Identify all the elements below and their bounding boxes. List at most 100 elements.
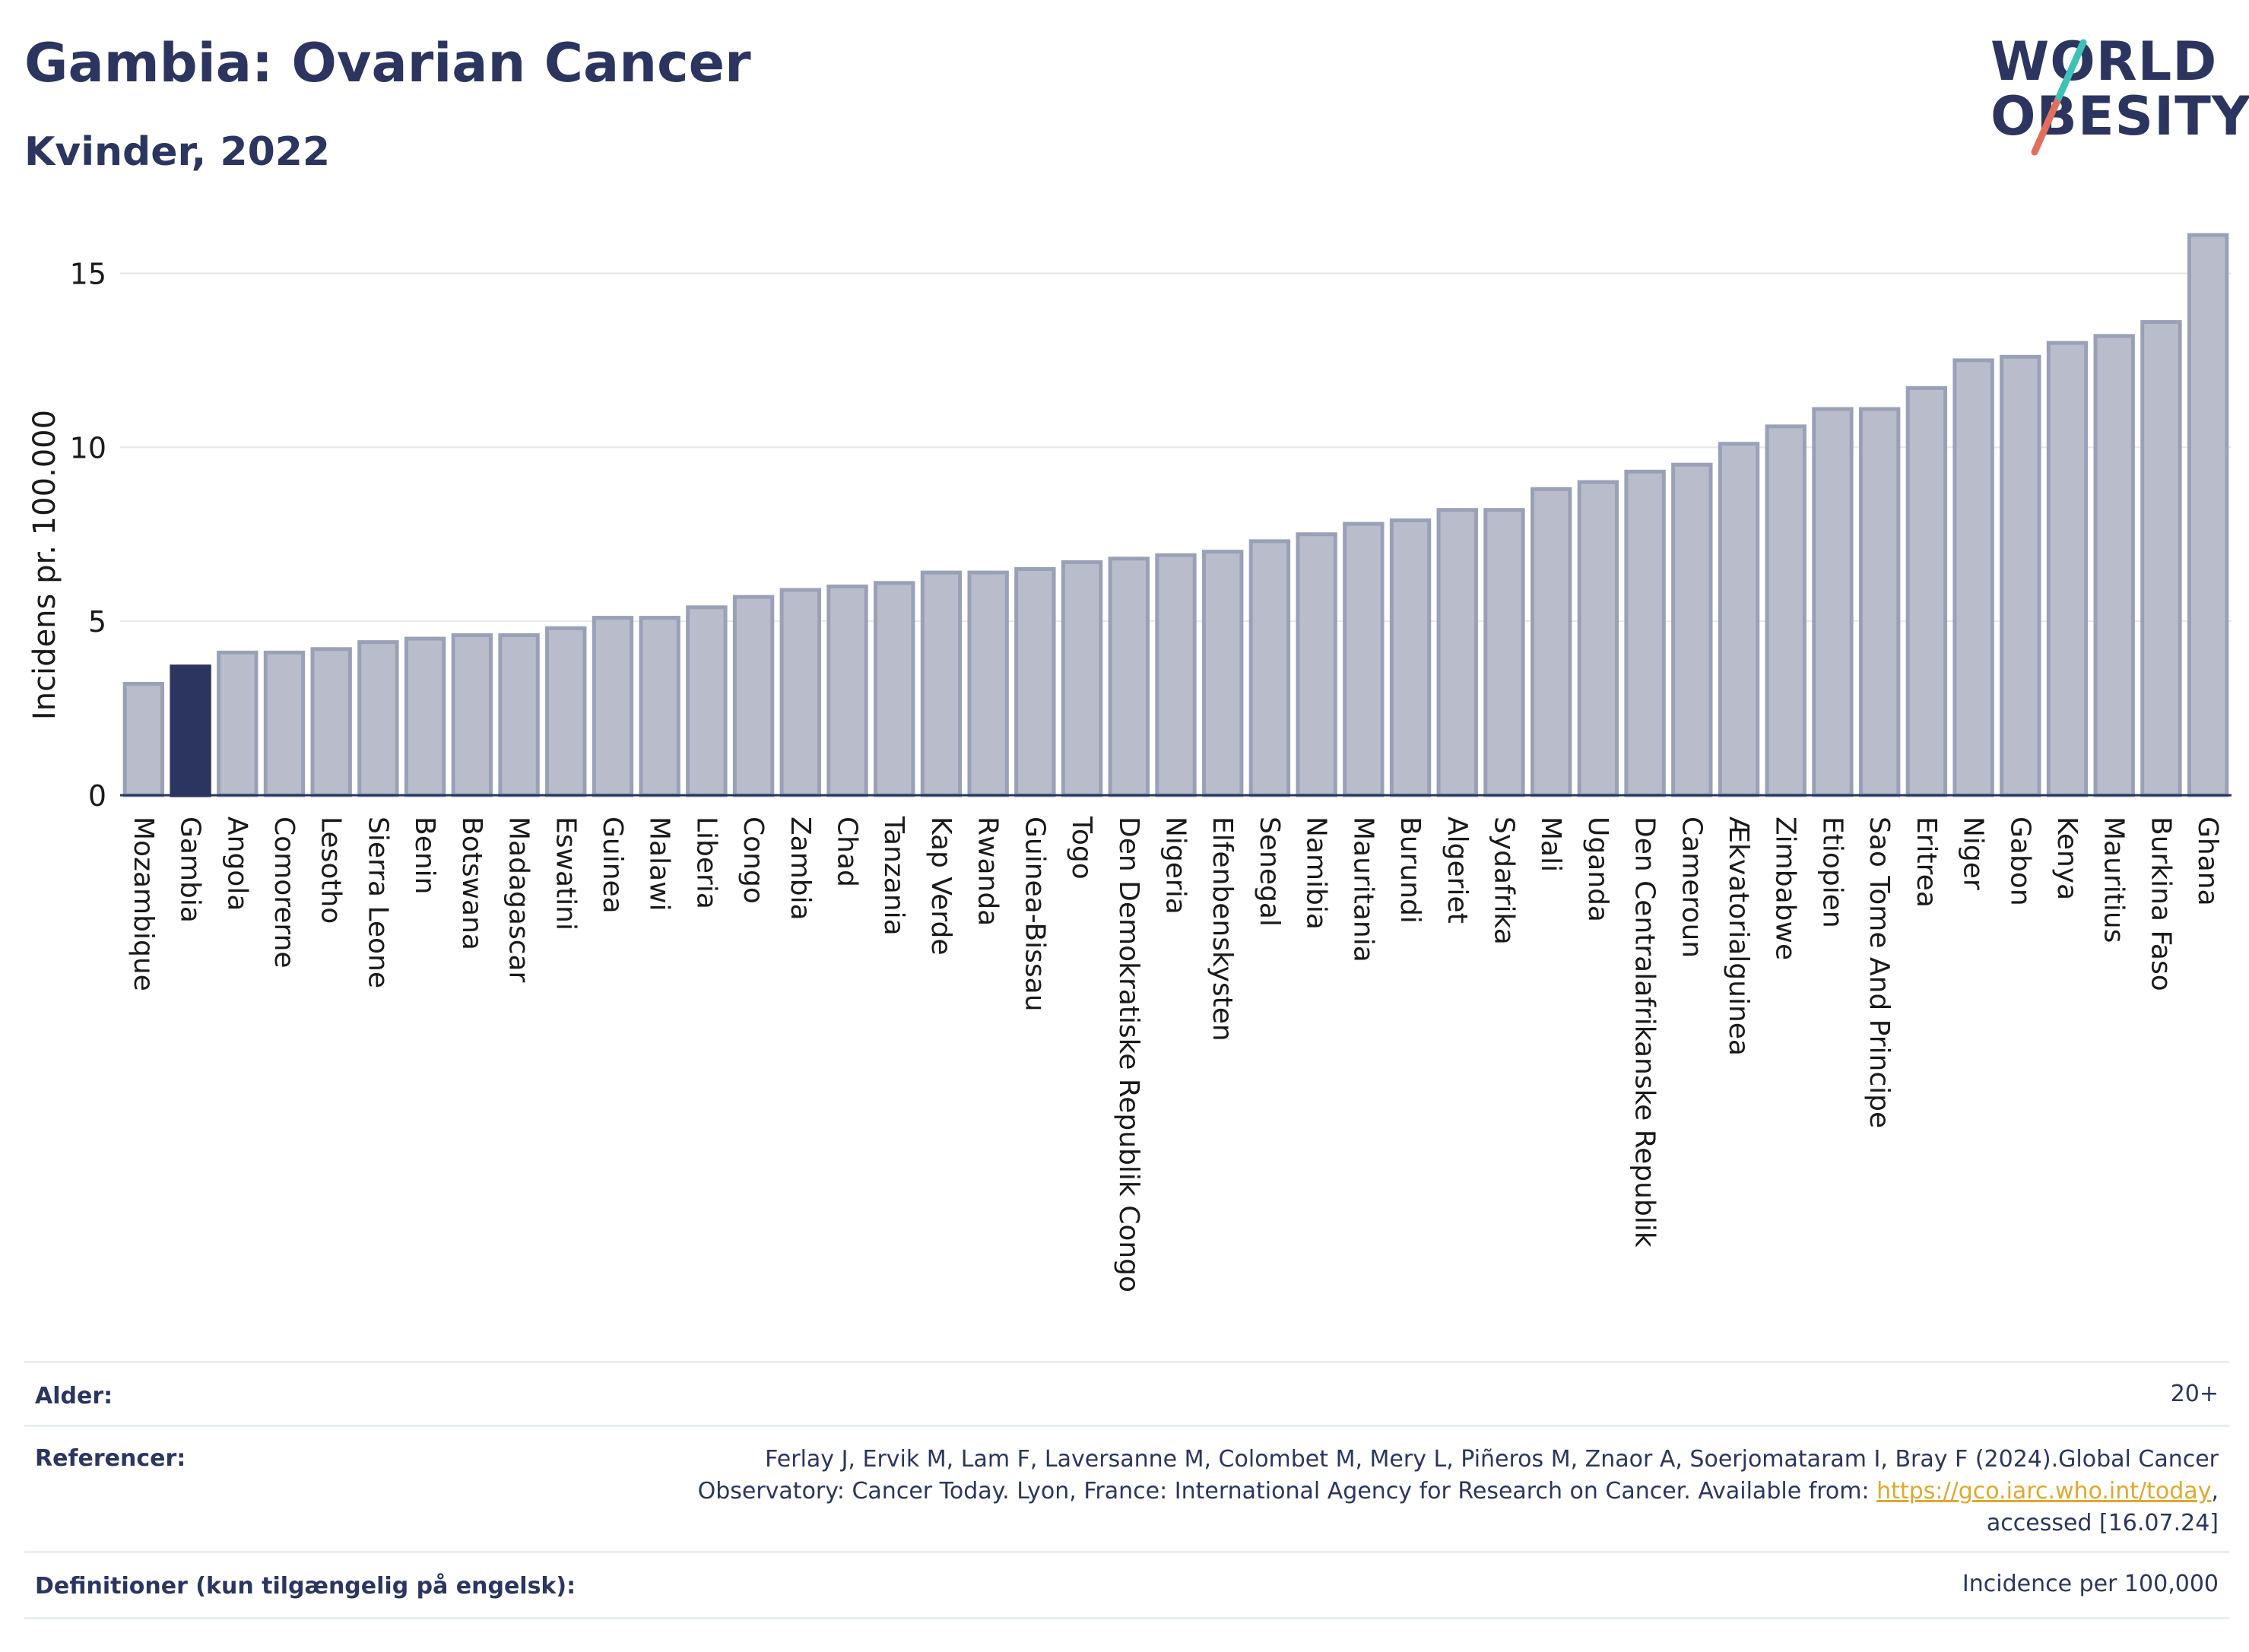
bar-uganda: [1577, 480, 1619, 797]
x-tick-label: Botswana: [456, 816, 487, 950]
bar-algeriet: [1436, 508, 1478, 797]
bar-guinea-bissau: [1014, 567, 1056, 797]
reference-line-2-end: ,: [2211, 1478, 2219, 1505]
x-tick-label: Zambia: [785, 816, 816, 921]
x-tick-label: Etiopien: [1816, 816, 1848, 928]
x-tick-label: Eritrea: [1911, 816, 1942, 908]
x-tick-label: Burundi: [1394, 816, 1426, 924]
bar-sao-tome-and-principe: [1858, 407, 1901, 797]
x-tick-label: Togo: [1066, 816, 1097, 880]
bar-lesotho: [310, 647, 352, 797]
x-tick-label: Sydafrika: [1488, 816, 1519, 945]
bar-niger: [1952, 358, 1994, 797]
bar-sydafrika: [1483, 508, 1525, 797]
reference-line-2: Observatory: Cancer Today. Lyon, France:…: [698, 1476, 2219, 1508]
bar-mauritania: [1343, 522, 1385, 797]
x-tick-label: Elfenbenskysten: [1207, 816, 1238, 1042]
x-tick-label: Ækvatorialguinea: [1723, 816, 1754, 1056]
bar-burundi: [1389, 518, 1432, 797]
references-label: Referencer:: [35, 1445, 186, 1472]
bar-liberia: [686, 605, 728, 797]
x-tick-label: Benin: [409, 816, 440, 894]
bar-zambia: [779, 588, 821, 797]
x-tick-label: Mauritania: [1347, 816, 1378, 962]
bar-botswana: [451, 633, 493, 797]
x-tick-label: Sao Tome And Principe: [1864, 816, 1895, 1128]
bar-sierra-leone: [357, 640, 399, 797]
bar-mauritius: [2093, 334, 2135, 797]
bar-den-centralafrikanske-republik: [1624, 469, 1666, 797]
bar-den-demokratiske-republik-congo: [1108, 556, 1150, 797]
x-tick-label: Comorerne: [268, 816, 300, 969]
x-tick-label: Congo: [738, 816, 769, 904]
x-tick-label: Uganda: [1582, 816, 1613, 922]
x-tick-label: Zimbabwe: [1770, 816, 1801, 960]
x-tick-label: Mozambique: [128, 816, 159, 991]
x-tick-label: Cameroun: [1676, 816, 1707, 958]
y-tick-label: 10: [70, 431, 106, 465]
bar-eswatini: [545, 626, 587, 797]
bar-ækvatorialguinea: [1718, 442, 1760, 797]
bar-ghana: [2187, 233, 2229, 797]
logo-slash-icon: [2031, 39, 2087, 156]
x-tick-label: Rwanda: [972, 816, 1004, 926]
x-tick-label: Madagascar: [503, 816, 534, 983]
age-value: 20+: [2170, 1381, 2219, 1407]
x-tick-label: Algeriet: [1442, 816, 1473, 924]
x-tick-label: Angola: [221, 816, 252, 911]
bar-senegal: [1248, 539, 1291, 797]
bar-mozambique: [122, 682, 165, 797]
x-tick-label: Sierra Leone: [362, 816, 393, 988]
x-tick-label: Ghana: [2192, 816, 2223, 906]
bar-namibia: [1296, 532, 1337, 797]
bar-gabon: [2000, 354, 2041, 797]
bar-congo: [732, 595, 775, 797]
bar-burkina-faso: [2140, 320, 2182, 797]
y-axis-label: Incidens pr. 100.000: [27, 410, 62, 720]
x-tick-label: Nigeria: [1160, 816, 1191, 915]
page-title: Gambia: Ovarian Cancer: [24, 32, 751, 94]
x-tick-label: Den Demokratiske Republik Congo: [1113, 816, 1144, 1292]
references-text: Ferlay J, Ervik M, Lam F, Laversanne M, …: [698, 1444, 2219, 1539]
x-tick-label: Guinea-Bissau: [1019, 816, 1050, 1012]
bar-togo: [1061, 560, 1103, 797]
reference-link[interactable]: https://gco.iarc.who.int/today: [1876, 1478, 2212, 1505]
x-tick-label: Gabon: [2004, 816, 2035, 906]
bar-nigeria: [1155, 553, 1197, 797]
y-axis-ticks: 0 5 10 15: [70, 257, 106, 813]
footer-definitions-row: Definitioner (kun tilgængelig på engelsk…: [24, 1551, 2229, 1619]
page-subtitle: Kvinder, 2022: [24, 129, 331, 175]
bar-tanzania: [874, 581, 915, 797]
bar-zimbabwe: [1765, 424, 1806, 797]
reference-line-3: accessed [16.07.24]: [1986, 1510, 2219, 1536]
y-tick-label: 5: [88, 605, 106, 639]
bar-etiopien: [1812, 407, 1854, 797]
chart-bars: [122, 233, 2229, 797]
bar-kenya: [2046, 341, 2089, 797]
reference-line-1: Ferlay J, Ervik M, Lam F, Laversanne M, …: [765, 1446, 2219, 1473]
x-tick-label: Liberia: [690, 816, 722, 909]
world-obesity-logo: WORLD OBESITY: [1977, 30, 2249, 167]
logo-text-obesity: OBESITY: [1990, 85, 2249, 147]
reference-line-2-text: Observatory: Cancer Today. Lyon, France:…: [697, 1478, 1877, 1505]
x-tick-label: Tanzania: [878, 816, 909, 936]
x-tick-label: Mali: [1535, 816, 1566, 872]
x-tick-label: Lesotho: [316, 816, 347, 924]
bar-madagascar: [498, 633, 540, 797]
x-tick-label: Kap Verde: [925, 816, 956, 955]
bar-gambia: [170, 664, 211, 797]
x-tick-label: Chad: [832, 816, 863, 887]
footer-references-row: Referencer: Ferlay J, Ervik M, Lam F, La…: [24, 1425, 2229, 1553]
bar-rwanda: [967, 570, 1009, 797]
bar-cameroun: [1671, 462, 1713, 797]
x-tick-label: Senegal: [1254, 816, 1285, 927]
x-tick-label: Burkina Faso: [2145, 816, 2176, 991]
x-tick-label: Malawi: [644, 816, 675, 912]
x-tick-label: Namibia: [1301, 816, 1332, 930]
y-tick-label: 15: [70, 257, 106, 290]
bar-angola: [217, 650, 259, 797]
bar-kap-verde: [920, 570, 963, 797]
definitions-label: Definitioner (kun tilgængelig på engelsk…: [35, 1573, 576, 1600]
bar-eritrea: [1905, 386, 1948, 797]
bar-comorerne: [263, 650, 306, 797]
